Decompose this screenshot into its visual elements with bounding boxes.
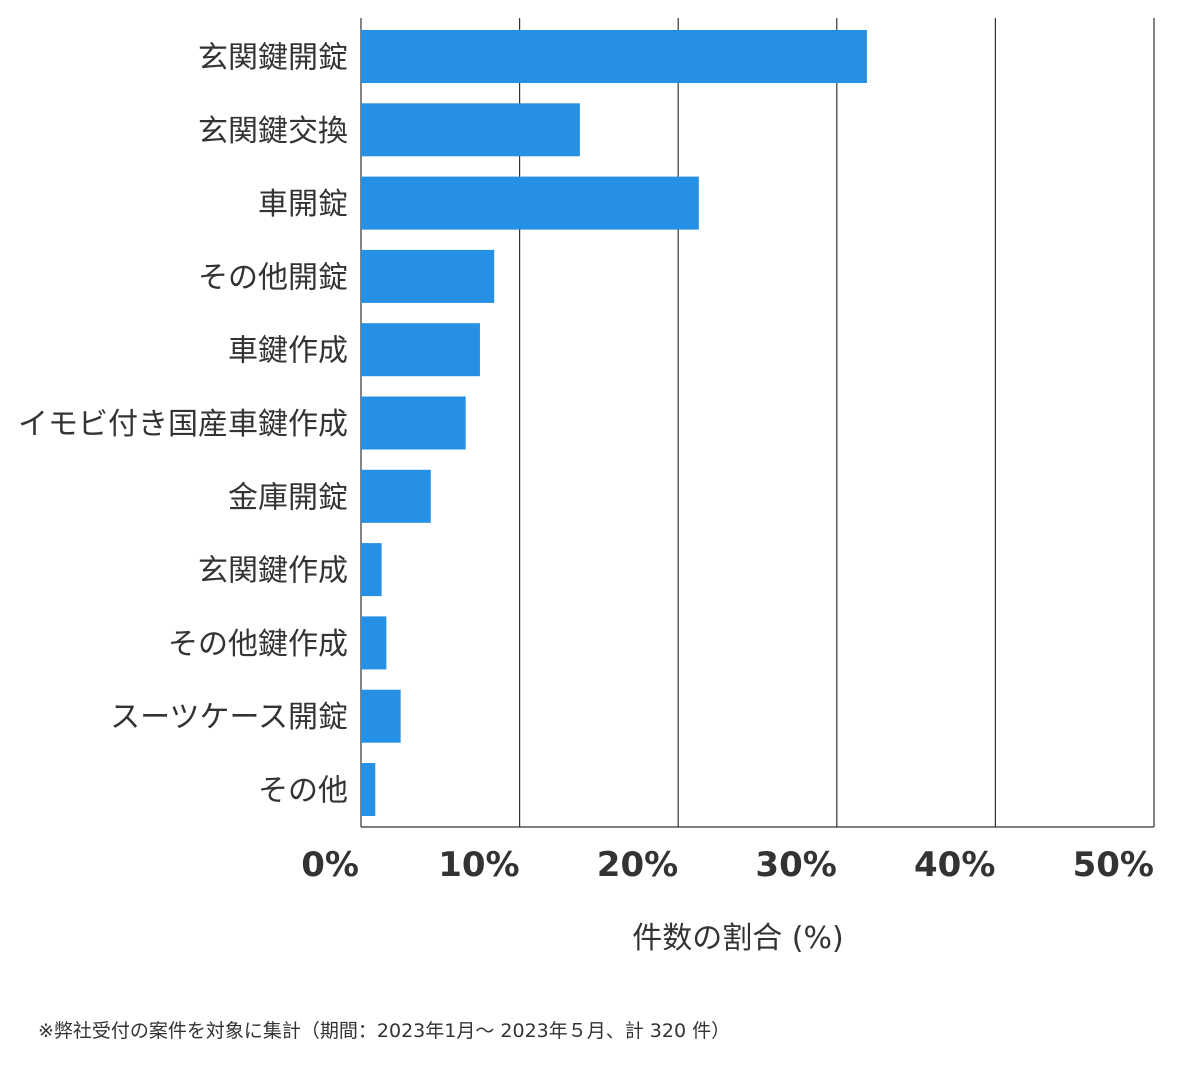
category-label: その他 [258, 774, 348, 809]
bar [361, 763, 376, 816]
bar [361, 616, 387, 670]
x-tick-label: 20% [597, 845, 678, 885]
bar [361, 103, 580, 157]
category-label: その他鍵作成 [168, 627, 348, 662]
bar [361, 249, 495, 303]
category-label: 車鍵作成 [228, 334, 348, 369]
bar [361, 30, 867, 83]
x-tick-label: 40% [914, 845, 995, 885]
bar [361, 396, 466, 450]
category-label: スーツケース開錠 [110, 700, 348, 735]
bar [361, 543, 382, 597]
x-tick-label: 0% [301, 845, 359, 885]
category-label: 車開錠 [258, 187, 348, 222]
category-label: その他開錠 [198, 260, 348, 295]
x-axis-title: 件数の割合 (%) [632, 921, 843, 956]
bar [361, 469, 431, 523]
category-label: 玄関鍵交換 [198, 114, 348, 149]
footnote: ※弊社受付の案件を対象に集計（期間：2023年1月～ 2023年５月、計 320… [38, 1020, 731, 1042]
bar-chart: 玄関鍵開錠玄関鍵交換車開錠その他開錠車鍵作成イモビ付き国産車鍵作成金庫開錠玄関鍵… [18, 18, 1155, 956]
x-tick-label: 10% [438, 845, 519, 885]
category-label: 玄関鍵作成 [198, 554, 348, 589]
x-tick-label: 50% [1073, 845, 1154, 885]
category-label: イモビ付き国産車鍵作成 [18, 407, 348, 442]
category-label: 金庫開錠 [228, 480, 348, 515]
bar [361, 323, 480, 377]
category-labels: 玄関鍵開錠玄関鍵交換車開錠その他開錠車鍵作成イモビ付き国産車鍵作成金庫開錠玄関鍵… [18, 41, 348, 809]
bars [361, 30, 867, 816]
bar [361, 689, 401, 743]
x-tick-labels: 0% 10% 20% 30% 40% 50% [301, 845, 1154, 885]
bar [361, 176, 699, 230]
x-tick-label: 30% [755, 845, 836, 885]
category-label: 玄関鍵開錠 [198, 41, 348, 76]
